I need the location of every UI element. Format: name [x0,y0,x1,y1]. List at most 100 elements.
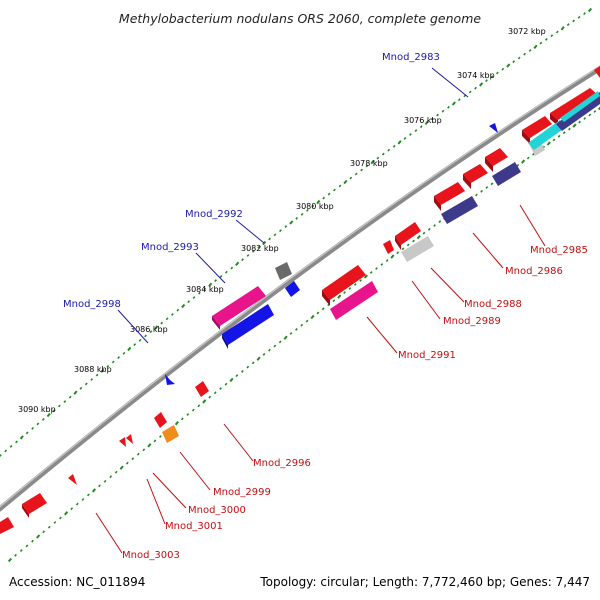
gene-arrow[interactable] [162,425,179,443]
tick-mark [42,530,46,534]
gene-arrow[interactable] [492,162,521,186]
gene-arrow[interactable] [383,240,394,254]
gene-arrow[interactable] [0,517,14,534]
gene-label[interactable]: Mnod_2998 [63,299,121,310]
tick-mark [289,332,293,335]
genome-backbone-highlight [0,65,600,508]
gene-arrow-shadow [463,174,471,189]
tick-mark [311,204,315,208]
tick-mark [25,544,29,548]
tick-mark [36,534,41,539]
gene-label[interactable]: Mnod_2988 [464,299,522,310]
tick-mark [53,521,57,524]
gene-label[interactable]: Mnod_2983 [382,52,440,63]
gene-arrow[interactable] [550,88,598,120]
gene-arrow[interactable] [285,281,300,297]
gene-arrow-shadow [22,504,29,518]
gene-arrow[interactable] [22,493,47,514]
tick-mark [479,82,484,87]
gene-arrow[interactable] [119,437,126,447]
tick-mark [160,321,164,325]
tick-mark [41,417,45,421]
tick-mark [562,131,566,135]
gene-arrow[interactable] [330,281,378,320]
gene-label[interactable]: Mnod_2985 [530,245,588,256]
tick-mark [385,259,389,263]
tick-mark [241,258,244,262]
tick-mark [273,233,277,237]
tick-mark [36,422,40,426]
gene-label[interactable]: Mnod_3000 [188,505,246,516]
tick-mark [284,225,288,229]
tick-mark [198,291,201,295]
tick-mark [485,186,489,189]
leader-line [179,451,211,491]
gene-label[interactable]: Mnod_2996 [253,458,311,469]
tick-mark [79,386,83,390]
gene-arrow[interactable] [68,474,77,485]
gene-arrow-shadow [434,196,441,211]
gene-label[interactable]: Mnod_3001 [165,521,223,532]
tick-mark [235,261,240,266]
gene-arrow[interactable] [195,381,209,397]
scale-label: 3076 kbp [404,116,442,125]
gene-arrow[interactable] [126,434,133,444]
tick-mark [58,404,61,408]
tick-mark [186,413,190,416]
tick-mark [192,296,196,299]
tick-mark [159,435,162,438]
tick-mark [406,243,410,247]
gene-label[interactable]: Mnod_2986 [505,266,563,277]
tick-mark [251,361,255,365]
gene-arrow[interactable] [522,116,552,138]
gene-arrow[interactable] [395,222,421,245]
tick-mark [131,457,135,461]
gene-arrow[interactable] [528,120,566,150]
tick-mark [353,283,357,286]
gene-arrow[interactable] [560,91,600,122]
gene-arrow[interactable] [322,265,366,300]
gene-arrow[interactable] [441,196,478,224]
gene-arrow[interactable] [434,182,465,205]
gene-arrow[interactable] [165,374,175,385]
tick-mark [117,356,120,360]
tick-mark [114,470,118,474]
tick-mark [316,311,320,315]
tick-mark [176,308,180,312]
tick-mark [25,431,29,435]
gene-label[interactable]: Mnod_2991 [398,350,456,361]
gene-arrow[interactable] [489,123,498,133]
gene-label[interactable]: Mnod_2993 [141,242,199,253]
gene-arrow[interactable] [275,262,292,280]
tick-mark [64,511,69,516]
tick-mark [241,369,244,373]
tick-mark [202,399,207,404]
gene-arrow[interactable] [485,148,508,166]
tick-mark [98,484,101,488]
gene-arrow[interactable] [222,304,274,345]
scale-label: 3074 kbp [457,71,495,80]
tick-mark [343,179,348,185]
gene-label[interactable]: Mnod_2992 [185,209,243,220]
tick-mark [91,488,97,493]
tick-mark [316,199,321,205]
tick-mark [555,30,559,34]
tick-mark [225,270,228,274]
gene-label[interactable]: Mnod_3003 [122,550,180,561]
gene-label[interactable]: Mnod_2989 [443,316,501,327]
tick-mark [153,439,157,443]
tick-mark [268,237,271,241]
scale-label: 3088 kbp [74,365,112,374]
gene-arrow[interactable] [463,164,488,183]
gene-arrow[interactable] [212,286,266,326]
tick-mark [392,144,396,148]
tick-mark [295,327,298,331]
tick-mark [273,344,277,348]
tick-mark [246,365,250,369]
tick-mark [560,26,565,31]
gene-label[interactable]: Mnod_2999 [213,487,271,498]
gene-arrow[interactable] [401,236,434,262]
tick-mark [289,220,294,225]
gene-arrow[interactable] [154,412,167,428]
gene-arrow[interactable] [594,66,600,78]
